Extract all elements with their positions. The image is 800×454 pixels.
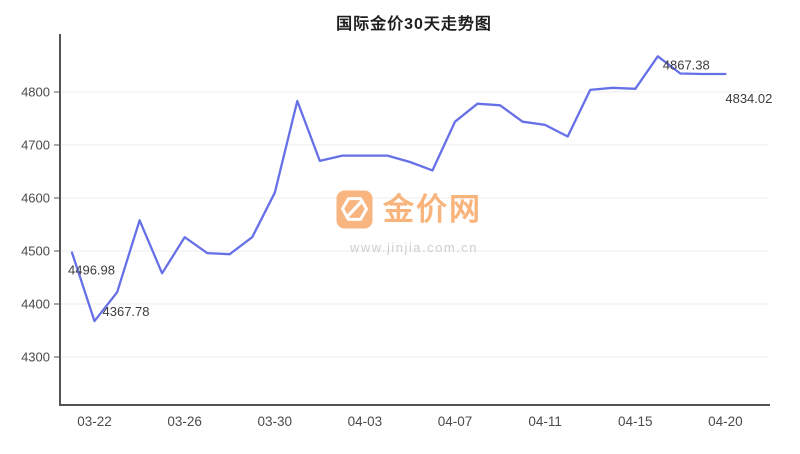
y-tick-label: 4600 <box>21 191 50 206</box>
x-tick-label: 03-22 <box>77 414 112 429</box>
x-tick-label: 04-15 <box>618 414 653 429</box>
y-tick-label: 4300 <box>21 350 50 365</box>
price-line <box>70 55 727 323</box>
point-label: 4834.02 <box>725 91 772 106</box>
y-tick-label: 4500 <box>21 244 50 259</box>
x-tick-label: 03-26 <box>167 414 202 429</box>
x-tick-label: 04-03 <box>348 414 383 429</box>
point-label: 4496.98 <box>68 263 115 278</box>
x-tick-label: 04-07 <box>438 414 473 429</box>
y-tick-label: 4800 <box>21 85 50 100</box>
x-tick-label: 04-20 <box>708 414 743 429</box>
watermark-url: www.jinjia.com.cn <box>349 240 479 255</box>
y-tick-label: 4400 <box>21 297 50 312</box>
x-tick-label: 03-30 <box>258 414 293 429</box>
point-label: 4367.78 <box>103 304 150 319</box>
chart-title: 国际金价30天走势图 <box>336 16 492 33</box>
point-label: 4867.38 <box>663 57 710 72</box>
y-tick-label: 4700 <box>21 138 50 153</box>
x-tick-label: 04-11 <box>528 414 562 429</box>
